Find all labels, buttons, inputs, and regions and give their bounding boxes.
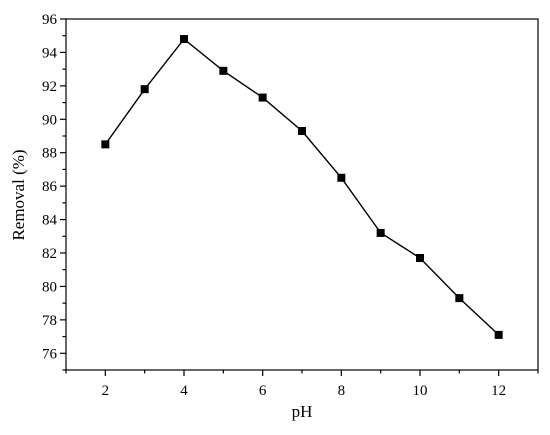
y-tick-label: 94 [42, 45, 58, 61]
y-tick-label: 78 [42, 313, 57, 329]
series-line [104, 38, 500, 336]
x-tick-label: 10 [413, 383, 428, 399]
plot-frame [65, 18, 539, 371]
x-tick-label: 8 [338, 383, 346, 399]
y-tick-label: 90 [42, 112, 57, 128]
y-tick-label: 86 [42, 179, 58, 195]
data-point-marker [140, 85, 149, 94]
x-tick-label: 2 [102, 383, 110, 399]
y-tick-label: 76 [42, 346, 58, 362]
axis-tick-labels: 2 4 6 8 10 12 76 78 80 82 84 86 88 90 92 94 96 [42, 12, 506, 399]
x-tick-label: 6 [259, 383, 267, 399]
y-tick-label: 96 [42, 12, 58, 28]
y-tick-label: 82 [42, 246, 57, 262]
y-tick-label: 88 [42, 146, 57, 162]
data-point-marker [298, 126, 306, 135]
y-axis-title: Removal (%) [9, 149, 28, 240]
data-point-marker [180, 35, 188, 44]
data-point-marker [101, 140, 110, 149]
data-point-marker [219, 66, 228, 75]
data-point-marker [494, 330, 503, 339]
y-tick-label: 80 [42, 279, 57, 295]
data-point-marker [416, 254, 424, 263]
data-point-marker [258, 93, 267, 102]
series-markers [101, 35, 503, 339]
data-point-marker [455, 294, 464, 303]
x-tick-label: 12 [491, 383, 506, 399]
data-point-marker [337, 173, 346, 182]
y-tick-label: 84 [42, 213, 58, 229]
data-point-marker [376, 228, 385, 237]
y-tick-label: 92 [42, 79, 57, 95]
axis-ticks [60, 18, 539, 376]
x-axis-title: pH [292, 402, 313, 421]
x-tick-label: 4 [180, 383, 188, 399]
